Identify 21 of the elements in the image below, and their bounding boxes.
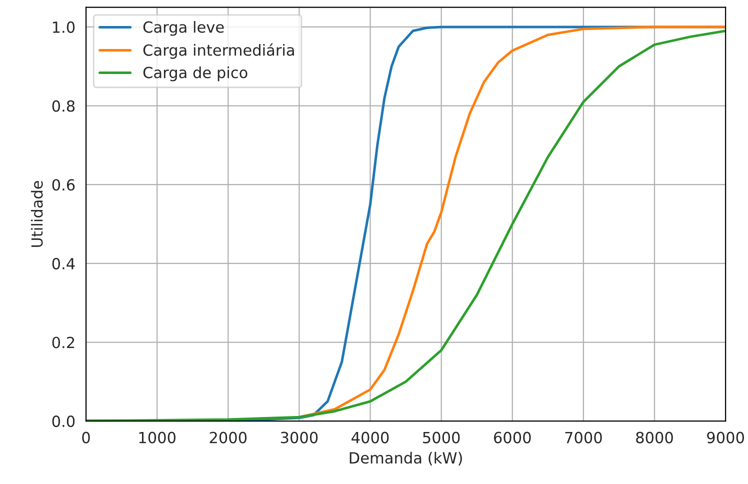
x-tick-label: 2000 (210, 432, 247, 444)
y-axis-title: Utilidade (30, 180, 43, 247)
x-tick-label: 4000 (352, 432, 389, 444)
y-tick-label: 0.0 (52, 416, 75, 428)
x-tick-label: 7000 (565, 432, 602, 444)
x-tick-label: 3000 (280, 432, 318, 444)
x-tick-label: 5000 (423, 432, 460, 444)
x-tick-label: 9000 (707, 432, 744, 444)
x-tick-label: 0 (82, 432, 90, 444)
y-tick-label: 0.6 (52, 179, 75, 191)
legend-label: Carga intermediária (143, 43, 294, 59)
legend-label: Carga de pico (143, 66, 248, 82)
x-tick-label: 6000 (494, 432, 531, 444)
y-tick-label: 0.4 (52, 258, 75, 270)
legend-label: Carga leve (143, 21, 224, 36)
y-tick-label: 1.0 (52, 21, 75, 33)
x-tick-label: 8000 (636, 432, 673, 444)
y-tick-label: 0.8 (52, 100, 75, 112)
x-axis-title: Demanda (kW) (350, 452, 462, 466)
y-tick-label: 0.2 (52, 336, 74, 348)
x-tick-label: 1000 (139, 432, 176, 444)
